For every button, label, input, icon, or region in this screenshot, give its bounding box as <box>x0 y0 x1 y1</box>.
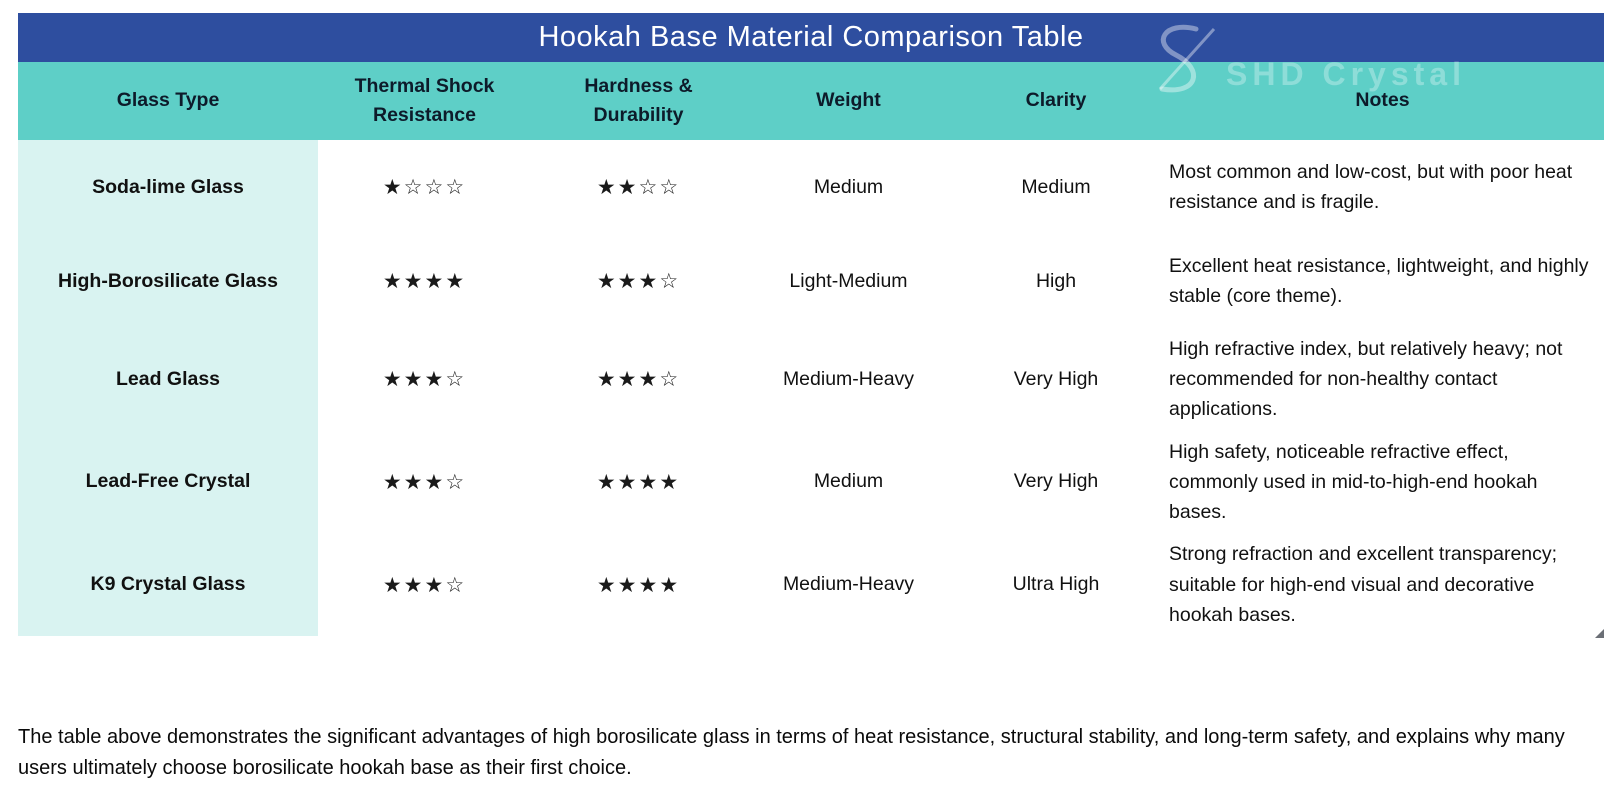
clarity-cell: Very High <box>1013 367 1099 390</box>
column-header-weight: Weight <box>816 89 881 112</box>
table-row: Lead Glass ★★★☆ ★★★☆ Medium-Heavy Very H… <box>18 328 1604 431</box>
weight-cell: Medium <box>813 175 884 198</box>
column-header-hardness: Hardness & Durability <box>584 74 693 126</box>
notes-cell: Excellent heat resistance, lightweight, … <box>1169 254 1589 307</box>
table-header-row: Glass Type Thermal Shock Resistance Hard… <box>18 62 1604 140</box>
table-row: Lead-Free Crystal ★★★☆ ★★★★ Medium Very … <box>18 430 1604 534</box>
thermal-rating-stars: ★★★☆ <box>382 367 467 392</box>
notes-cell: Strong refraction and excellent transpar… <box>1169 543 1558 626</box>
weight-cell: Medium <box>813 470 884 493</box>
table-title-bar: Hookah Base Material Comparison Table <box>18 13 1604 62</box>
summary-paragraph: The table above demonstrates the signifi… <box>18 725 1565 779</box>
glass-type-cell: Soda-lime Glass <box>18 140 318 234</box>
column-header-clarity: Clarity <box>1025 89 1087 112</box>
column-header-thermal-shock: Thermal Shock Resistance <box>354 74 495 126</box>
thermal-rating-stars: ★☆☆☆ <box>382 175 467 199</box>
glass-type-cell: Lead-Free Crystal <box>18 430 318 534</box>
notes-cell: High refractive index, but relatively he… <box>1169 338 1563 421</box>
column-header-notes: Notes <box>1355 89 1410 112</box>
page-title: Hookah Base Material Comparison Table <box>538 21 1084 53</box>
weight-cell: Light-Medium <box>789 269 908 292</box>
hardness-rating-stars: ★★☆☆ <box>596 175 681 199</box>
hardness-rating-stars: ★★★★ <box>596 469 681 494</box>
thermal-rating-stars: ★★★★ <box>382 269 467 293</box>
thermal-rating-stars: ★★★☆ <box>382 469 467 494</box>
notes-cell: Most common and low-cost, but with poor … <box>1169 160 1573 213</box>
clarity-cell: Very High <box>1013 470 1099 493</box>
glass-type-cell: Lead Glass <box>18 328 318 431</box>
hardness-rating-stars: ★★★☆ <box>596 269 681 293</box>
table-row: High-Borosilicate Glass ★★★★ ★★★☆ Light-… <box>18 234 1604 328</box>
hardness-rating-stars: ★★★★ <box>596 572 681 597</box>
table-row: K9 Crystal Glass ★★★☆ ★★★★ Medium-Heavy … <box>18 533 1604 636</box>
weight-cell: Medium-Heavy <box>782 573 915 596</box>
glass-type-cell: High-Borosilicate Glass <box>18 234 318 328</box>
clarity-cell: Medium <box>1021 175 1091 198</box>
weight-cell: Medium-Heavy <box>782 367 915 390</box>
table-row: Soda-lime Glass ★☆☆☆ ★★☆☆ Medium Medium … <box>18 140 1604 234</box>
clarity-cell: High <box>1035 269 1077 292</box>
comparison-table: Hookah Base Material Comparison Table SH… <box>18 13 1604 638</box>
notes-cell: High safety, noticeable refractive effec… <box>1169 440 1538 524</box>
column-header-glass-type: Glass Type <box>116 89 220 112</box>
clarity-cell: Ultra High <box>1012 573 1100 596</box>
table-corner-mark <box>1595 628 1604 638</box>
hardness-rating-stars: ★★★☆ <box>596 367 681 392</box>
glass-type-cell: K9 Crystal Glass <box>18 533 318 636</box>
thermal-rating-stars: ★★★☆ <box>382 572 467 597</box>
